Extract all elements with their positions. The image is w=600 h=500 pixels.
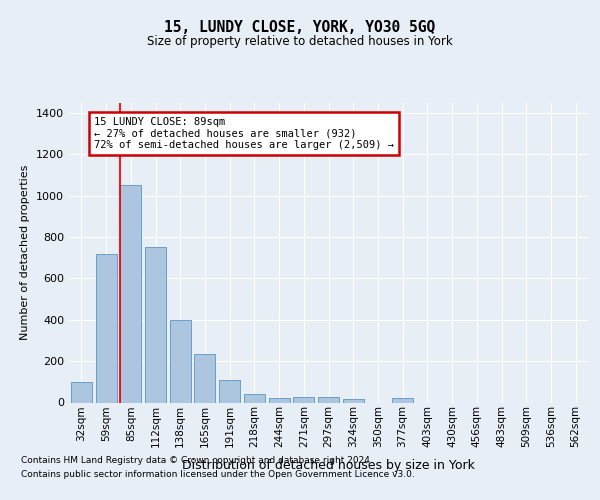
Bar [170, 320, 191, 402]
Bar [318, 398, 339, 402]
Bar [71, 382, 92, 402]
Bar [95, 254, 116, 402]
Text: Contains HM Land Registry data © Crown copyright and database right 2024.: Contains HM Land Registry data © Crown c… [21, 456, 373, 465]
Y-axis label: Number of detached properties: Number of detached properties [20, 165, 31, 340]
Bar [343, 400, 364, 402]
Bar [145, 248, 166, 402]
Bar [293, 398, 314, 402]
Bar [194, 354, 215, 403]
Bar [120, 186, 141, 402]
Bar [392, 398, 413, 402]
Text: Contains public sector information licensed under the Open Government Licence v3: Contains public sector information licen… [21, 470, 415, 479]
X-axis label: Distribution of detached houses by size in York: Distribution of detached houses by size … [182, 458, 475, 471]
Text: Size of property relative to detached houses in York: Size of property relative to detached ho… [147, 35, 453, 48]
Bar [269, 398, 290, 402]
Bar [244, 394, 265, 402]
Text: 15, LUNDY CLOSE, YORK, YO30 5GQ: 15, LUNDY CLOSE, YORK, YO30 5GQ [164, 20, 436, 35]
Bar [219, 380, 240, 402]
Text: 15 LUNDY CLOSE: 89sqm
← 27% of detached houses are smaller (932)
72% of semi-det: 15 LUNDY CLOSE: 89sqm ← 27% of detached … [94, 117, 394, 150]
